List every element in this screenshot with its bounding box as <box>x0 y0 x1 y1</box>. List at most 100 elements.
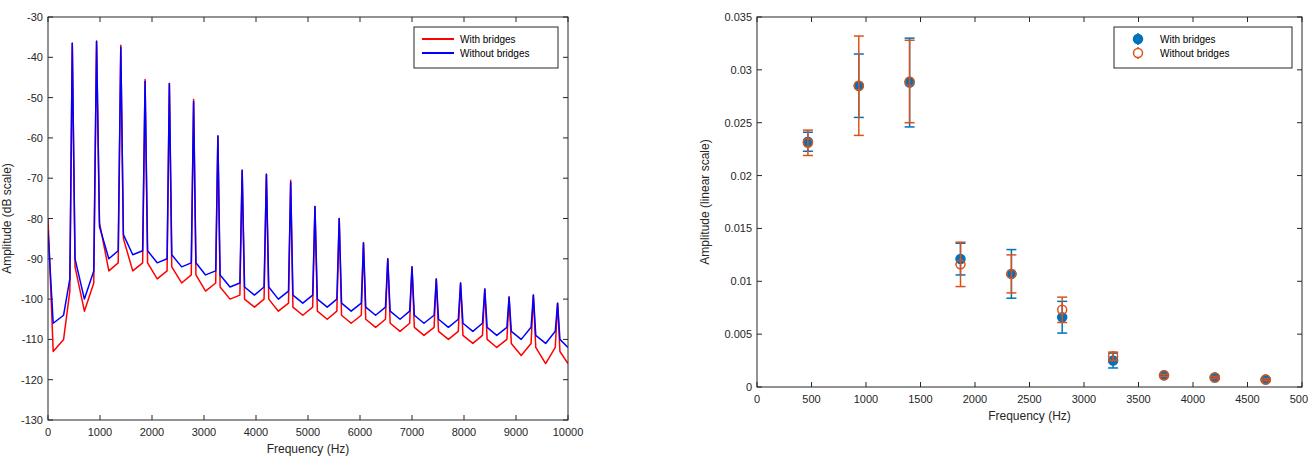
error-bar-cap <box>1108 367 1118 369</box>
legend-swatch <box>422 38 454 40</box>
y-tick-label: -110 <box>22 333 43 345</box>
legend-swatch <box>422 52 454 54</box>
y-tick <box>757 69 762 70</box>
x-tick <box>152 17 153 22</box>
series-line <box>48 41 568 347</box>
legend-label: With bridges <box>1160 34 1216 45</box>
error-bar <box>1261 379 1271 381</box>
y-tick <box>48 258 53 259</box>
x-tick <box>204 17 205 22</box>
y-tick-label: -120 <box>21 374 43 386</box>
y-tick <box>563 339 568 340</box>
y-tick <box>1297 175 1302 176</box>
y-tick-label: -80 <box>27 213 43 225</box>
y-tick-label: -30 <box>27 11 43 23</box>
y-tick-label: 0.025 <box>724 117 752 129</box>
x-tick <box>100 415 101 420</box>
x-axis-label: Frequency (Hz) <box>267 442 350 456</box>
error-bar-cap <box>905 122 915 124</box>
y-tick <box>563 178 568 179</box>
x-tick-label: 9000 <box>504 426 528 438</box>
x-tick <box>920 17 921 22</box>
error-bar <box>1108 352 1118 360</box>
y-tick-label: 0.015 <box>724 222 752 234</box>
y-tick-label: -130 <box>21 414 43 426</box>
legend-label: Without bridges <box>1160 48 1229 59</box>
error-bar-stem <box>1011 255 1013 293</box>
x-tick-label: 7000 <box>400 426 424 438</box>
error-bar-stem <box>1011 250 1013 299</box>
chart: 0500100015002000250030003500400045005000… <box>698 11 1308 423</box>
y-tick-label: 0.02 <box>731 170 752 182</box>
y-axis-label: Amplitude (linear scale) <box>698 139 712 264</box>
y-tick <box>48 97 53 98</box>
y-tick <box>563 299 568 300</box>
legend-box <box>414 27 558 68</box>
x-tick-label: 6000 <box>348 426 372 438</box>
error-bar <box>1159 374 1169 376</box>
error-bar-cap <box>803 155 813 157</box>
x-tick <box>308 415 309 420</box>
point <box>854 81 863 90</box>
y-tick <box>757 122 762 123</box>
y-tick <box>1297 334 1302 335</box>
x-tick <box>1193 382 1194 387</box>
x-tick-label: 4000 <box>1181 393 1205 405</box>
x-tick <box>1084 382 1085 387</box>
error-bar-cap <box>1006 249 1016 251</box>
y-tick <box>563 97 568 98</box>
y-tick <box>563 258 568 259</box>
y-tick <box>48 57 53 58</box>
y-tick <box>1297 69 1302 70</box>
error-bar-cap <box>1006 297 1016 299</box>
y-tick <box>48 178 53 179</box>
error-bar-cap <box>1057 296 1067 298</box>
x-tick <box>360 17 361 22</box>
error-bar-stem <box>858 36 860 135</box>
x-tick-label: 0 <box>754 393 760 405</box>
x-tick-label: 8000 <box>452 426 476 438</box>
x-tick-label: 3000 <box>192 426 216 438</box>
y-tick-label: -40 <box>27 51 43 63</box>
y-tick <box>757 228 762 229</box>
error-bar-cap <box>905 37 915 39</box>
point <box>1058 305 1067 314</box>
error-bar <box>854 36 864 135</box>
point <box>956 260 965 269</box>
x-tick <box>920 382 921 387</box>
x-tick <box>256 17 257 22</box>
error-bar <box>803 130 813 155</box>
y-tick-label: 0.01 <box>731 275 752 287</box>
error-bar-cap <box>854 35 864 37</box>
chart: 0100020003000400050006000700080009000100… <box>0 11 583 456</box>
x-tick-label: 5000 <box>1290 393 1308 405</box>
x-tick <box>412 415 413 420</box>
error-bar-cap <box>905 40 915 42</box>
plot-background <box>757 17 1302 387</box>
x-tick <box>516 17 517 22</box>
point <box>803 138 812 147</box>
x-tick <box>811 382 812 387</box>
x-tick-label: 1500 <box>908 393 932 405</box>
y-tick <box>563 57 568 58</box>
x-tick <box>811 17 812 22</box>
x-tick <box>412 17 413 22</box>
x-tick <box>256 415 257 420</box>
y-tick-label: -70 <box>27 172 43 184</box>
point <box>1210 373 1219 382</box>
y-tick <box>1297 122 1302 123</box>
y-tick <box>563 218 568 219</box>
x-tick-label: 1000 <box>88 426 112 438</box>
x-tick <box>975 382 976 387</box>
y-tick-label: 0 <box>746 381 752 393</box>
x-tick <box>204 415 205 420</box>
error-bar <box>1210 376 1220 378</box>
point <box>1160 371 1169 380</box>
x-tick-label: 4000 <box>244 426 268 438</box>
y-tick-label: -50 <box>27 92 43 104</box>
error-bar-cap <box>905 126 915 128</box>
point <box>1210 373 1219 382</box>
x-tick-label: 0 <box>45 426 51 438</box>
y-tick-label: 0.03 <box>731 64 752 76</box>
y-tick <box>757 334 762 335</box>
